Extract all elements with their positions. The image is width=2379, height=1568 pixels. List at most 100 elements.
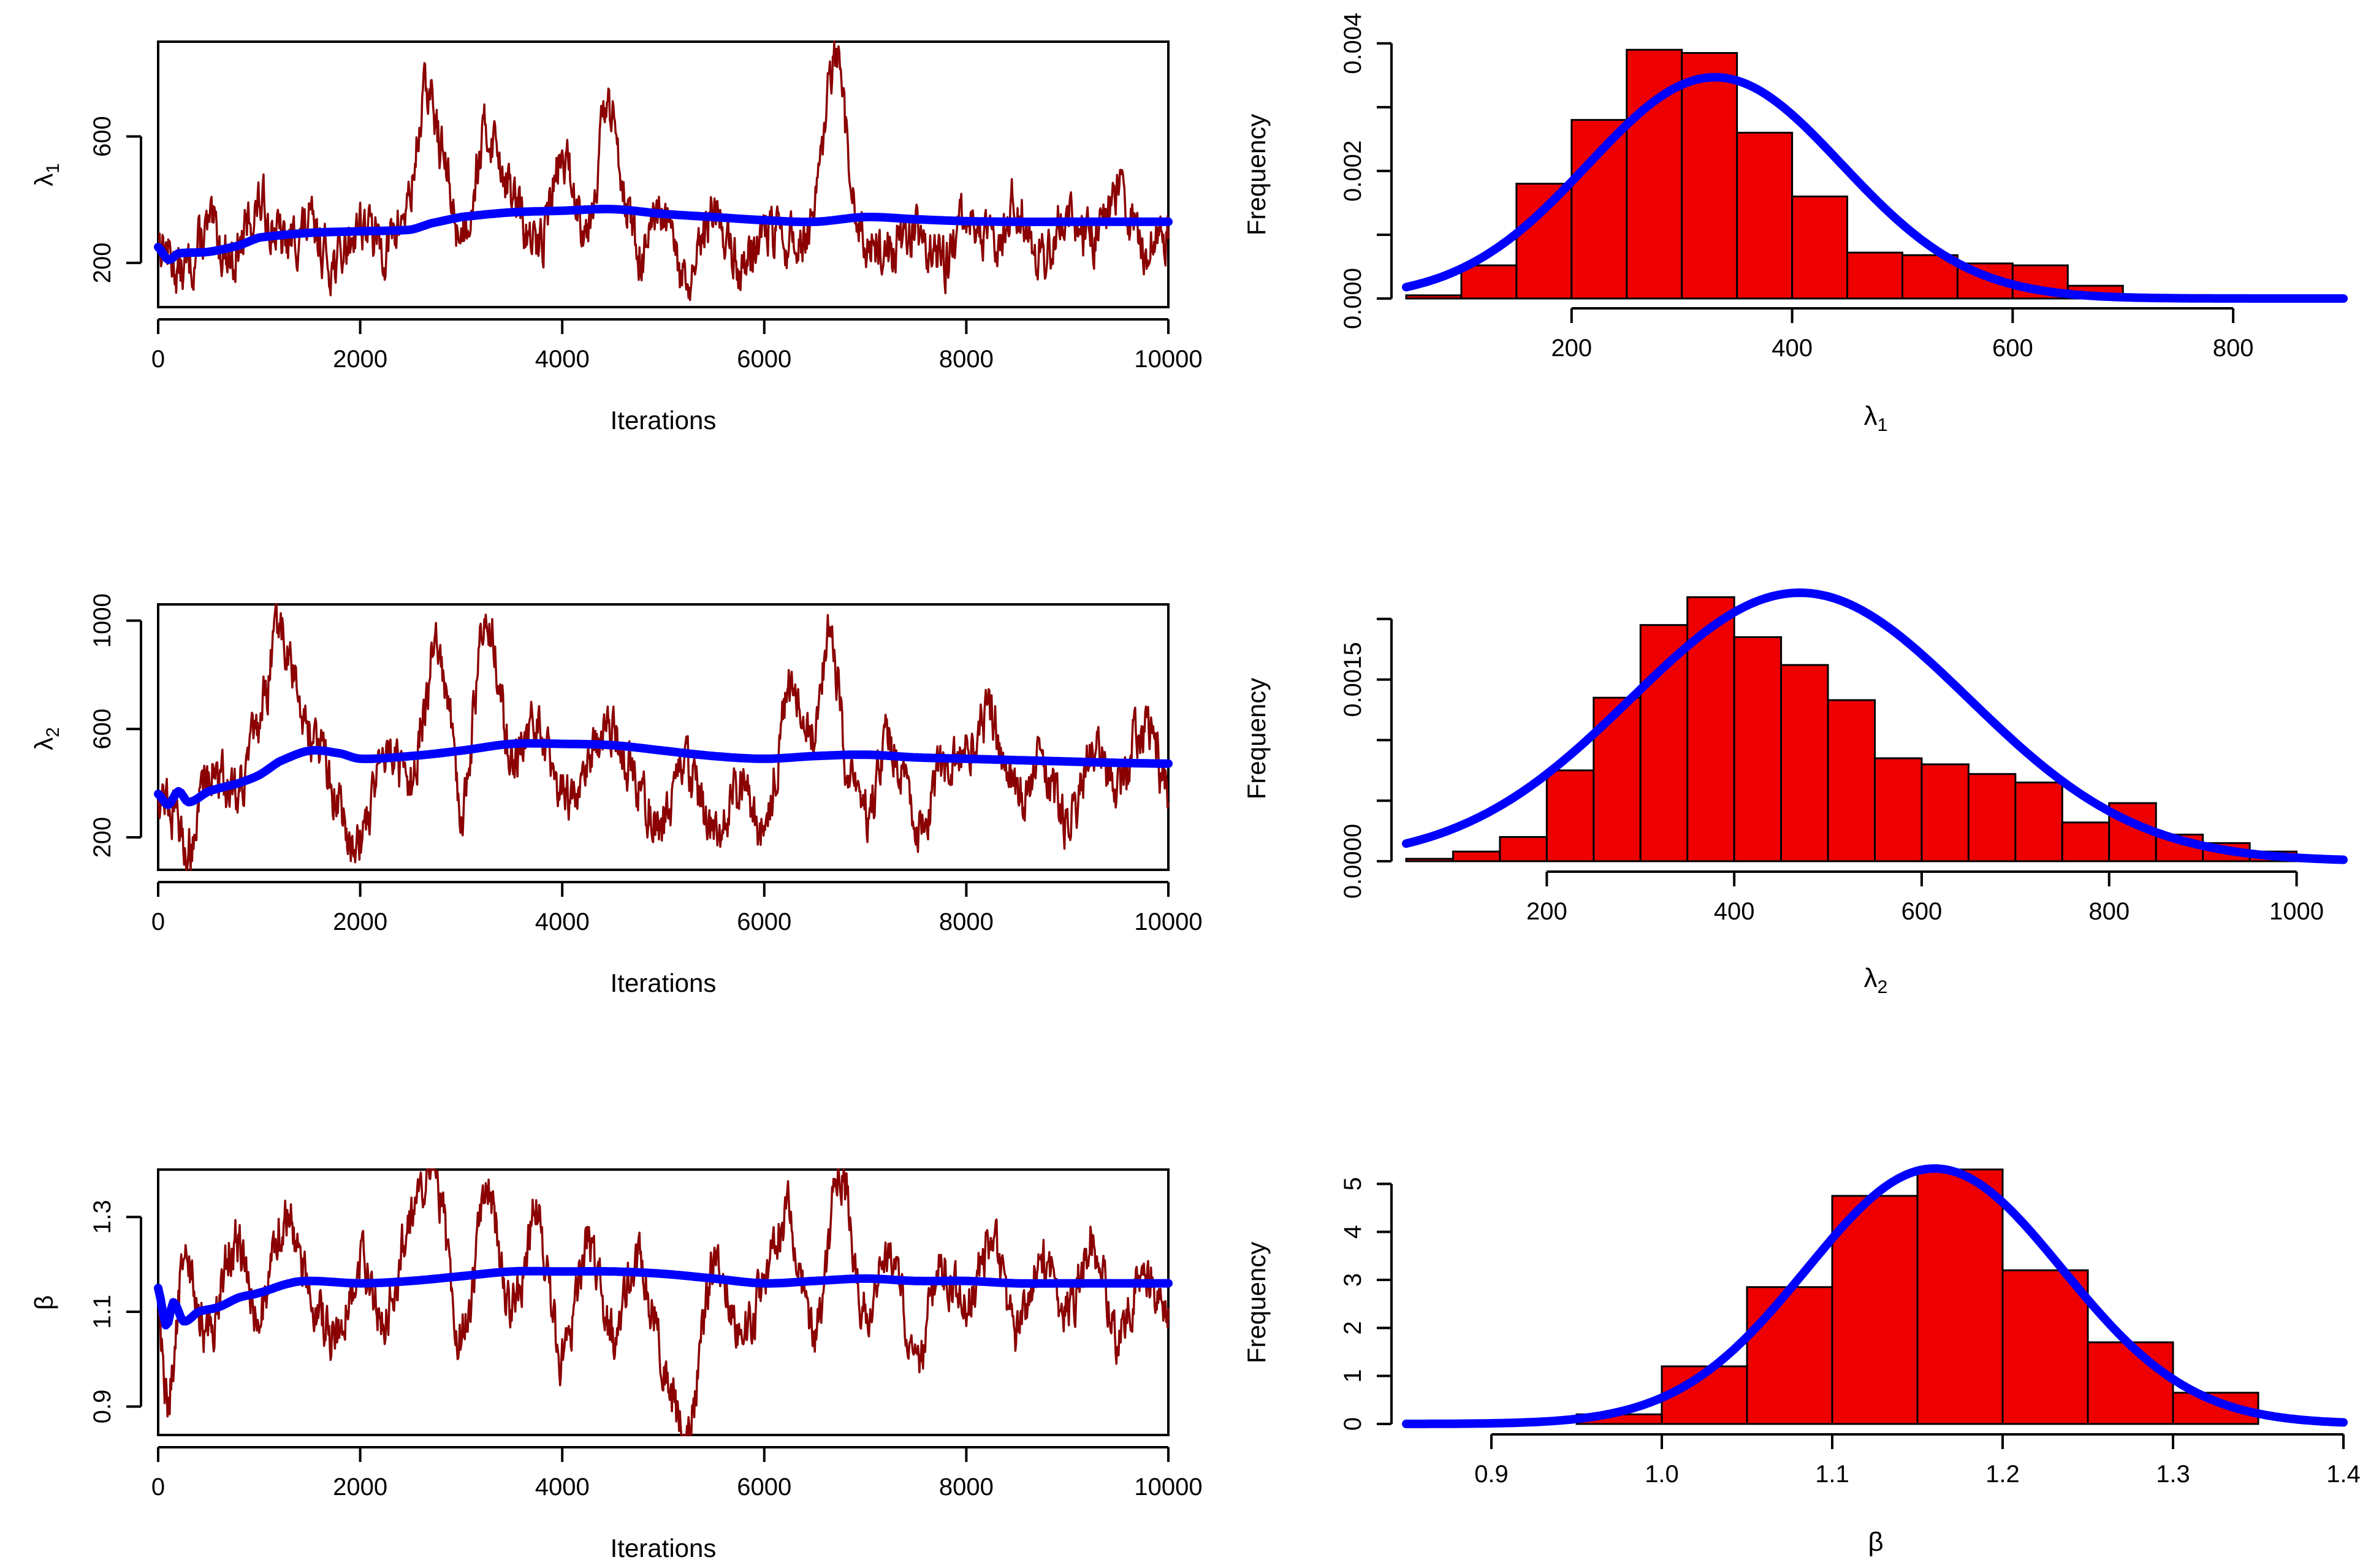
y-axis-label: λ1 (29, 163, 63, 186)
histogram-bar (2001, 1269, 2089, 1425)
x-axis-label: Iterations (611, 406, 717, 435)
trace-plot-frame (157, 603, 1170, 871)
x-tick-label: 8000 (939, 346, 994, 373)
histogram-bar (1405, 858, 1454, 862)
y-axis-label: β (29, 1295, 58, 1310)
x-tick-label: 0 (151, 1474, 165, 1501)
trace-series-layer (154, 603, 1173, 871)
x-axis: 200 400 600 800 1000 (1526, 870, 2324, 925)
y-tick-label: 5 (1339, 1177, 1366, 1190)
histogram-panel-lambda2: 200 400 600 800 1000 0.0000 0.0015 λ2 Frequen… (1242, 588, 2348, 997)
running-mean-line (154, 739, 1173, 809)
x-tick-label: 10000 (1134, 1474, 1202, 1501)
x-tick-label: 8000 (939, 908, 994, 935)
x-axis: 0 2000 4000 6000 8000 10000 (151, 1446, 1203, 1501)
y-tick-label: 0.000 (1339, 268, 1366, 329)
x-axis: 0 2000 4000 6000 8000 10000 (151, 881, 1203, 935)
y-tick-label: 200 (89, 817, 116, 858)
y-axis-label: Frequency (1242, 114, 1271, 235)
x-axis-label: λ1 (1864, 401, 1888, 435)
x-axis: 200 400 600 800 (1551, 307, 2254, 362)
x-tick-label: 6000 (737, 908, 791, 935)
y-axis: 0.0000 0.0015 (1339, 617, 1393, 899)
histogram-bars-layer (1402, 48, 2348, 303)
x-tick-label: 400 (1714, 898, 1755, 925)
histogram-bar (2061, 821, 2111, 862)
x-tick-label: 600 (1992, 335, 2033, 362)
x-tick-label: 1.4 (2326, 1461, 2361, 1488)
x-tick-label: 600 (1901, 898, 1943, 925)
y-tick-label: 3 (1339, 1273, 1366, 1287)
x-tick-label: 200 (1526, 898, 1567, 925)
histogram-bar (1452, 850, 1501, 862)
x-tick-label: 800 (2213, 335, 2254, 362)
histogram-bar (1515, 183, 1573, 300)
x-tick-label: 1.1 (1815, 1461, 1849, 1488)
histogram-bar (1916, 1168, 2004, 1425)
x-axis-label: β (1868, 1527, 1883, 1557)
y-axis: 200 600 (89, 116, 142, 283)
x-tick-label: 4000 (535, 1474, 590, 1501)
y-axis-label: λ2 (29, 727, 63, 750)
x-tick-label: 2000 (333, 346, 387, 373)
histogram-bar (1681, 51, 1738, 300)
x-tick-label: 4000 (535, 908, 590, 935)
trace-line (158, 1168, 1170, 1436)
y-tick-label: 1 (1339, 1369, 1366, 1383)
y-axis-label: Frequency (1242, 1242, 1271, 1363)
y-tick-label: 600 (89, 709, 116, 750)
y-axis: 200 600 1000 (89, 593, 142, 858)
histogram-bar (1920, 763, 1970, 862)
histogram-bar (1736, 131, 1794, 300)
histogram-bar (1791, 196, 1849, 300)
x-tick-label: 6000 (737, 346, 791, 373)
y-tick-label: 0.002 (1339, 140, 1366, 202)
x-axis: 0.9 1.0 1.1 1.2 1.3 1.4 (1474, 1433, 2361, 1488)
x-axis: 0 2000 4000 6000 8000 10000 (151, 318, 1203, 373)
y-tick-label: 0.0015 (1339, 642, 1366, 717)
density-curve (1402, 73, 2348, 303)
x-tick-label: 8000 (939, 1474, 994, 1501)
histogram-panel-beta: 0.9 1.0 1.1 1.2 1.3 1.4 0 1 2 3 4 5 β Frequency (1242, 1164, 2361, 1557)
x-tick-label: 10000 (1134, 346, 1202, 373)
x-tick-label: 0 (151, 908, 165, 935)
y-tick-label: 0.9 (89, 1390, 116, 1424)
trace-line (157, 603, 1170, 871)
x-tick-label: 200 (1551, 335, 1592, 362)
histogram-bar (1846, 251, 1903, 300)
x-tick-label: 10000 (1134, 908, 1202, 935)
trace-line (157, 40, 1170, 302)
histogram-bar (2014, 782, 2063, 862)
histogram-bar (1831, 1195, 1919, 1425)
histogram-bar (1874, 757, 1923, 862)
histogram-bar (1827, 699, 1876, 862)
density-curve (1402, 1164, 2348, 1428)
x-tick-label: 1.2 (1985, 1461, 2020, 1488)
x-tick-label: 6000 (737, 1474, 791, 1501)
x-tick-label: 4000 (535, 346, 590, 373)
x-tick-label: 400 (1772, 335, 1813, 362)
histogram-bar (1967, 773, 2017, 862)
y-tick-label: 1.3 (89, 1200, 116, 1235)
histogram-panel-lambda1: 200 400 600 800 0.000 0.002 0.004 λ1 Frequenc… (1242, 13, 2348, 435)
histogram-bar (1780, 664, 1829, 862)
histogram-bars-layer (1402, 588, 2348, 864)
y-tick-label: 0 (1339, 1417, 1366, 1431)
histogram-bar (1746, 1286, 1833, 1425)
y-axis-label: Frequency (1242, 678, 1271, 799)
y-tick-label: 2 (1339, 1321, 1366, 1334)
density-curve (1402, 588, 2348, 864)
trace-panel-lambda1: 0 2000 4000 6000 8000 10000 200 600 Iterations… (29, 40, 1203, 435)
y-tick-label: 0.004 (1339, 13, 1366, 74)
y-tick-label: 0.0000 (1339, 824, 1366, 899)
y-axis-label-subscript: 2 (43, 727, 63, 737)
y-tick-label: 1000 (89, 593, 116, 648)
y-axis: 0 1 2 3 4 5 (1339, 1177, 1393, 1431)
y-axis: 0.9 1.1 1.3 (89, 1200, 142, 1424)
x-tick-label: 800 (2088, 898, 2130, 925)
x-axis-label: Iterations (611, 1534, 717, 1562)
histogram-bar (1733, 636, 1783, 862)
x-tick-label: 1.0 (1645, 1461, 1679, 1488)
histogram-bar (1545, 769, 1595, 862)
